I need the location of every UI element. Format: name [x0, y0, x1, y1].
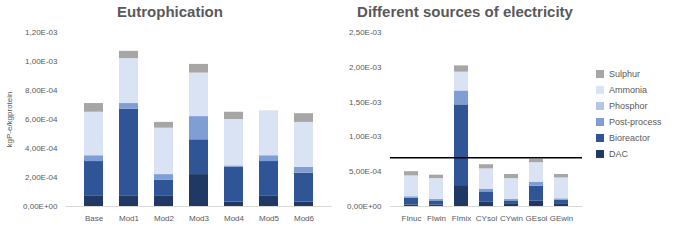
html-text:Different sources of electrici: Different sources of electricity — [357, 3, 573, 20]
html-text:DAC: DAC — [609, 149, 628, 159]
svg-text:5,00E-04: 5,00E-04 — [349, 167, 382, 176]
svg-text:0,00E+00: 0,00E+00 — [23, 202, 58, 211]
svg-text:Base: Base — [85, 214, 104, 223]
svg-text:GEsol: GEsol — [526, 214, 548, 223]
svg-text:1,50E-03: 1,50E-03 — [349, 98, 382, 107]
svg-text:2,00E-03: 2,00E-03 — [349, 63, 382, 72]
svg-text:CYsol: CYsol — [476, 214, 498, 223]
svg-text:Mod4: Mod4 — [224, 214, 245, 223]
svg-text:Mod5: Mod5 — [259, 214, 280, 223]
html-text:Ammonia: Ammonia — [609, 85, 647, 95]
svg-text:0,00E+00: 0,00E+00 — [347, 202, 382, 211]
svg-text:FIwin: FIwin — [427, 214, 446, 223]
svg-text:Mod6: Mod6 — [294, 214, 315, 223]
svg-text:GEwin: GEwin — [550, 214, 574, 223]
svg-text:1,20E-03: 1,20E-03 — [25, 28, 58, 37]
svg-text:FInuc: FInuc — [401, 214, 421, 223]
svg-text:8,00E-04: 8,00E-04 — [25, 86, 58, 95]
html-text:Eutrophication: Eutrophication — [117, 3, 223, 20]
svg-text:2,50E-03: 2,50E-03 — [349, 28, 382, 37]
svg-text:4,00E-04: 4,00E-04 — [25, 144, 58, 153]
svg-text:2,00E-04: 2,00E-04 — [25, 173, 58, 182]
svg-text:CYwin: CYwin — [500, 214, 523, 223]
svg-text:1,00E-03: 1,00E-03 — [25, 57, 58, 66]
html-text:Bioreactor: Bioreactor — [609, 133, 650, 143]
svg-text:FImix: FImix — [452, 214, 472, 223]
svg-text:Mod2: Mod2 — [154, 214, 175, 223]
html-text:Phosphor: Phosphor — [609, 101, 648, 111]
svg-text:Mod3: Mod3 — [189, 214, 210, 223]
svg-text:Mod1: Mod1 — [119, 214, 140, 223]
svg-text:1,00E-03: 1,00E-03 — [349, 132, 382, 141]
svg-text:kgP-e/kgprotein: kgP-e/kgprotein — [5, 91, 14, 147]
svg-text:6,00E-04: 6,00E-04 — [25, 115, 58, 124]
html-text:Sulphur: Sulphur — [609, 69, 640, 79]
html-text:Post-process: Post-process — [609, 117, 662, 127]
